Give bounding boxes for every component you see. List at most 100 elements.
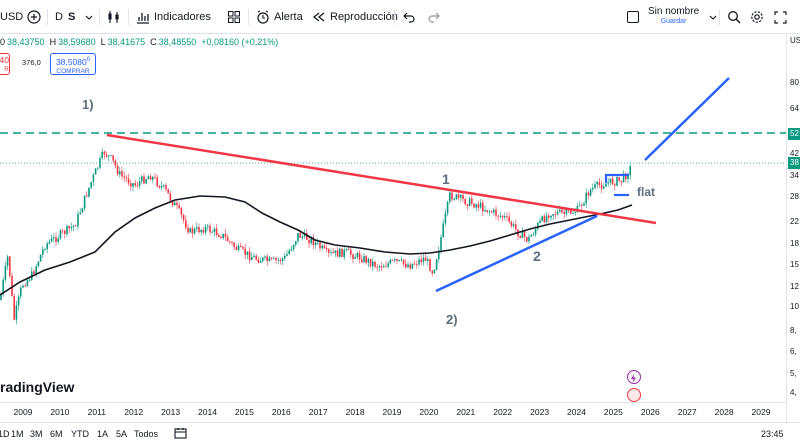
y-tick: 6, [790, 347, 797, 356]
range-5a-button[interactable]: 5A [116, 429, 128, 439]
indicators-button[interactable]: Indicadores [136, 0, 211, 34]
replay-button[interactable]: Reproducción [312, 0, 398, 34]
candle-body [114, 160, 117, 166]
buy-label: COMPRAR [56, 67, 90, 75]
candle-body [416, 264, 418, 265]
sell-value: 40 [0, 55, 9, 65]
candle-body [574, 212, 576, 213]
event-flag-icon[interactable] [627, 388, 641, 402]
time-axis[interactable]: 2009 2010 2011 2012 2013 2014 2015 2016 2017 2018… [0, 402, 786, 422]
chart-type-button[interactable] [106, 0, 122, 34]
blue-projection-line [644, 77, 730, 161]
interval-s-button[interactable]: S [68, 0, 75, 34]
layout-name-button[interactable]: Sin nombre Guardar [627, 0, 718, 34]
candle-body [288, 250, 290, 255]
sell-button[interactable]: 40 R [0, 53, 10, 75]
candle-body [68, 225, 70, 229]
fullscreen-button[interactable] [774, 0, 787, 34]
candle-body [365, 256, 367, 263]
current-price-label: 38 [788, 157, 800, 169]
candle-body [215, 228, 218, 236]
candle-body [508, 216, 510, 222]
chevron-down-icon [709, 15, 717, 20]
candle-body [2, 279, 4, 295]
quick-search-button[interactable] [727, 0, 741, 34]
candle-body [534, 228, 537, 235]
candle-body [618, 177, 620, 181]
candle-body [147, 176, 150, 180]
candle-body [383, 266, 385, 268]
candle-body [396, 259, 398, 261]
undo-button[interactable] [403, 0, 416, 34]
candle-body [603, 186, 605, 189]
candle-body [15, 305, 18, 320]
candle-body [50, 238, 53, 242]
candle-body [471, 198, 473, 204]
candle-body [13, 295, 15, 320]
candlestick-series [0, 148, 631, 325]
candle-body [321, 245, 323, 249]
candle-body [358, 253, 361, 260]
toolbar-divider [248, 9, 249, 25]
event-flash-icon[interactable] [627, 370, 641, 384]
wave-2-label: 2 [533, 248, 541, 264]
candle-body [435, 259, 438, 270]
candle-body [317, 242, 319, 244]
layout-checkbox[interactable] [627, 11, 639, 23]
candle-body [167, 189, 169, 194]
candle-body [218, 235, 220, 237]
candle-body [352, 254, 354, 259]
settings-button[interactable] [750, 0, 764, 34]
x-tick: 2028 [714, 407, 734, 417]
candle-body [427, 259, 429, 261]
candle-body [530, 235, 532, 237]
candle-body [594, 184, 596, 188]
candle-body [559, 209, 561, 212]
interval-d-label: D [55, 11, 63, 23]
green-level-price-label: 52 [788, 128, 800, 140]
goto-date-button[interactable] [174, 427, 187, 441]
candle-body [587, 192, 590, 196]
interval-d-button[interactable]: D [55, 0, 63, 34]
candle-body [490, 211, 493, 213]
candle-body [81, 208, 84, 213]
buy-button[interactable]: 38,50800 COMPRAR [50, 53, 96, 75]
candle-body [169, 193, 172, 201]
x-tick: 2018 [345, 407, 365, 417]
candle-body [297, 233, 299, 242]
toolbar-divider [719, 9, 720, 25]
range-1m-button[interactable]: 1M [11, 429, 24, 439]
low-value: 38,41675 [107, 37, 146, 47]
candle-body [28, 279, 31, 281]
candle-body [398, 259, 400, 261]
redo-button[interactable] [427, 0, 440, 34]
range-3m-button[interactable]: 3M [30, 429, 43, 439]
compare-symbol-button[interactable] [27, 0, 41, 34]
range-1d-button[interactable]: 1D [0, 429, 10, 439]
range-all-button[interactable]: Todos [134, 429, 159, 439]
alert-button[interactable]: Alerta [256, 0, 303, 34]
range-6m-button[interactable]: 6M [50, 429, 63, 439]
range-1a-button[interactable]: 1A [97, 429, 109, 439]
x-tick: 2016 [271, 407, 291, 417]
candle-body [325, 247, 328, 250]
y-tick: 64 [790, 104, 799, 113]
candle-body [211, 231, 213, 233]
candle-body [310, 237, 312, 244]
interval-dropdown[interactable] [84, 0, 94, 34]
price-axis[interactable]: USD 80 64 52 42 38 34 28 22 18 15 12 10 … [786, 34, 800, 424]
candle-body [163, 185, 165, 186]
candle-body [101, 151, 103, 158]
layouts-button[interactable] [227, 0, 241, 34]
candle-body [477, 204, 480, 208]
candle-body [266, 256, 268, 262]
candle-body [354, 257, 356, 259]
symbol-search-button[interactable]: USD [0, 0, 23, 34]
candle-body [552, 213, 554, 216]
y-tick: 8, [790, 326, 797, 335]
close-value: 38,48550 [158, 37, 197, 47]
y-tick: 15 [790, 260, 799, 269]
range-ytd-button[interactable]: YTD [71, 429, 89, 439]
clock-time[interactable]: 23:45 [761, 429, 784, 439]
